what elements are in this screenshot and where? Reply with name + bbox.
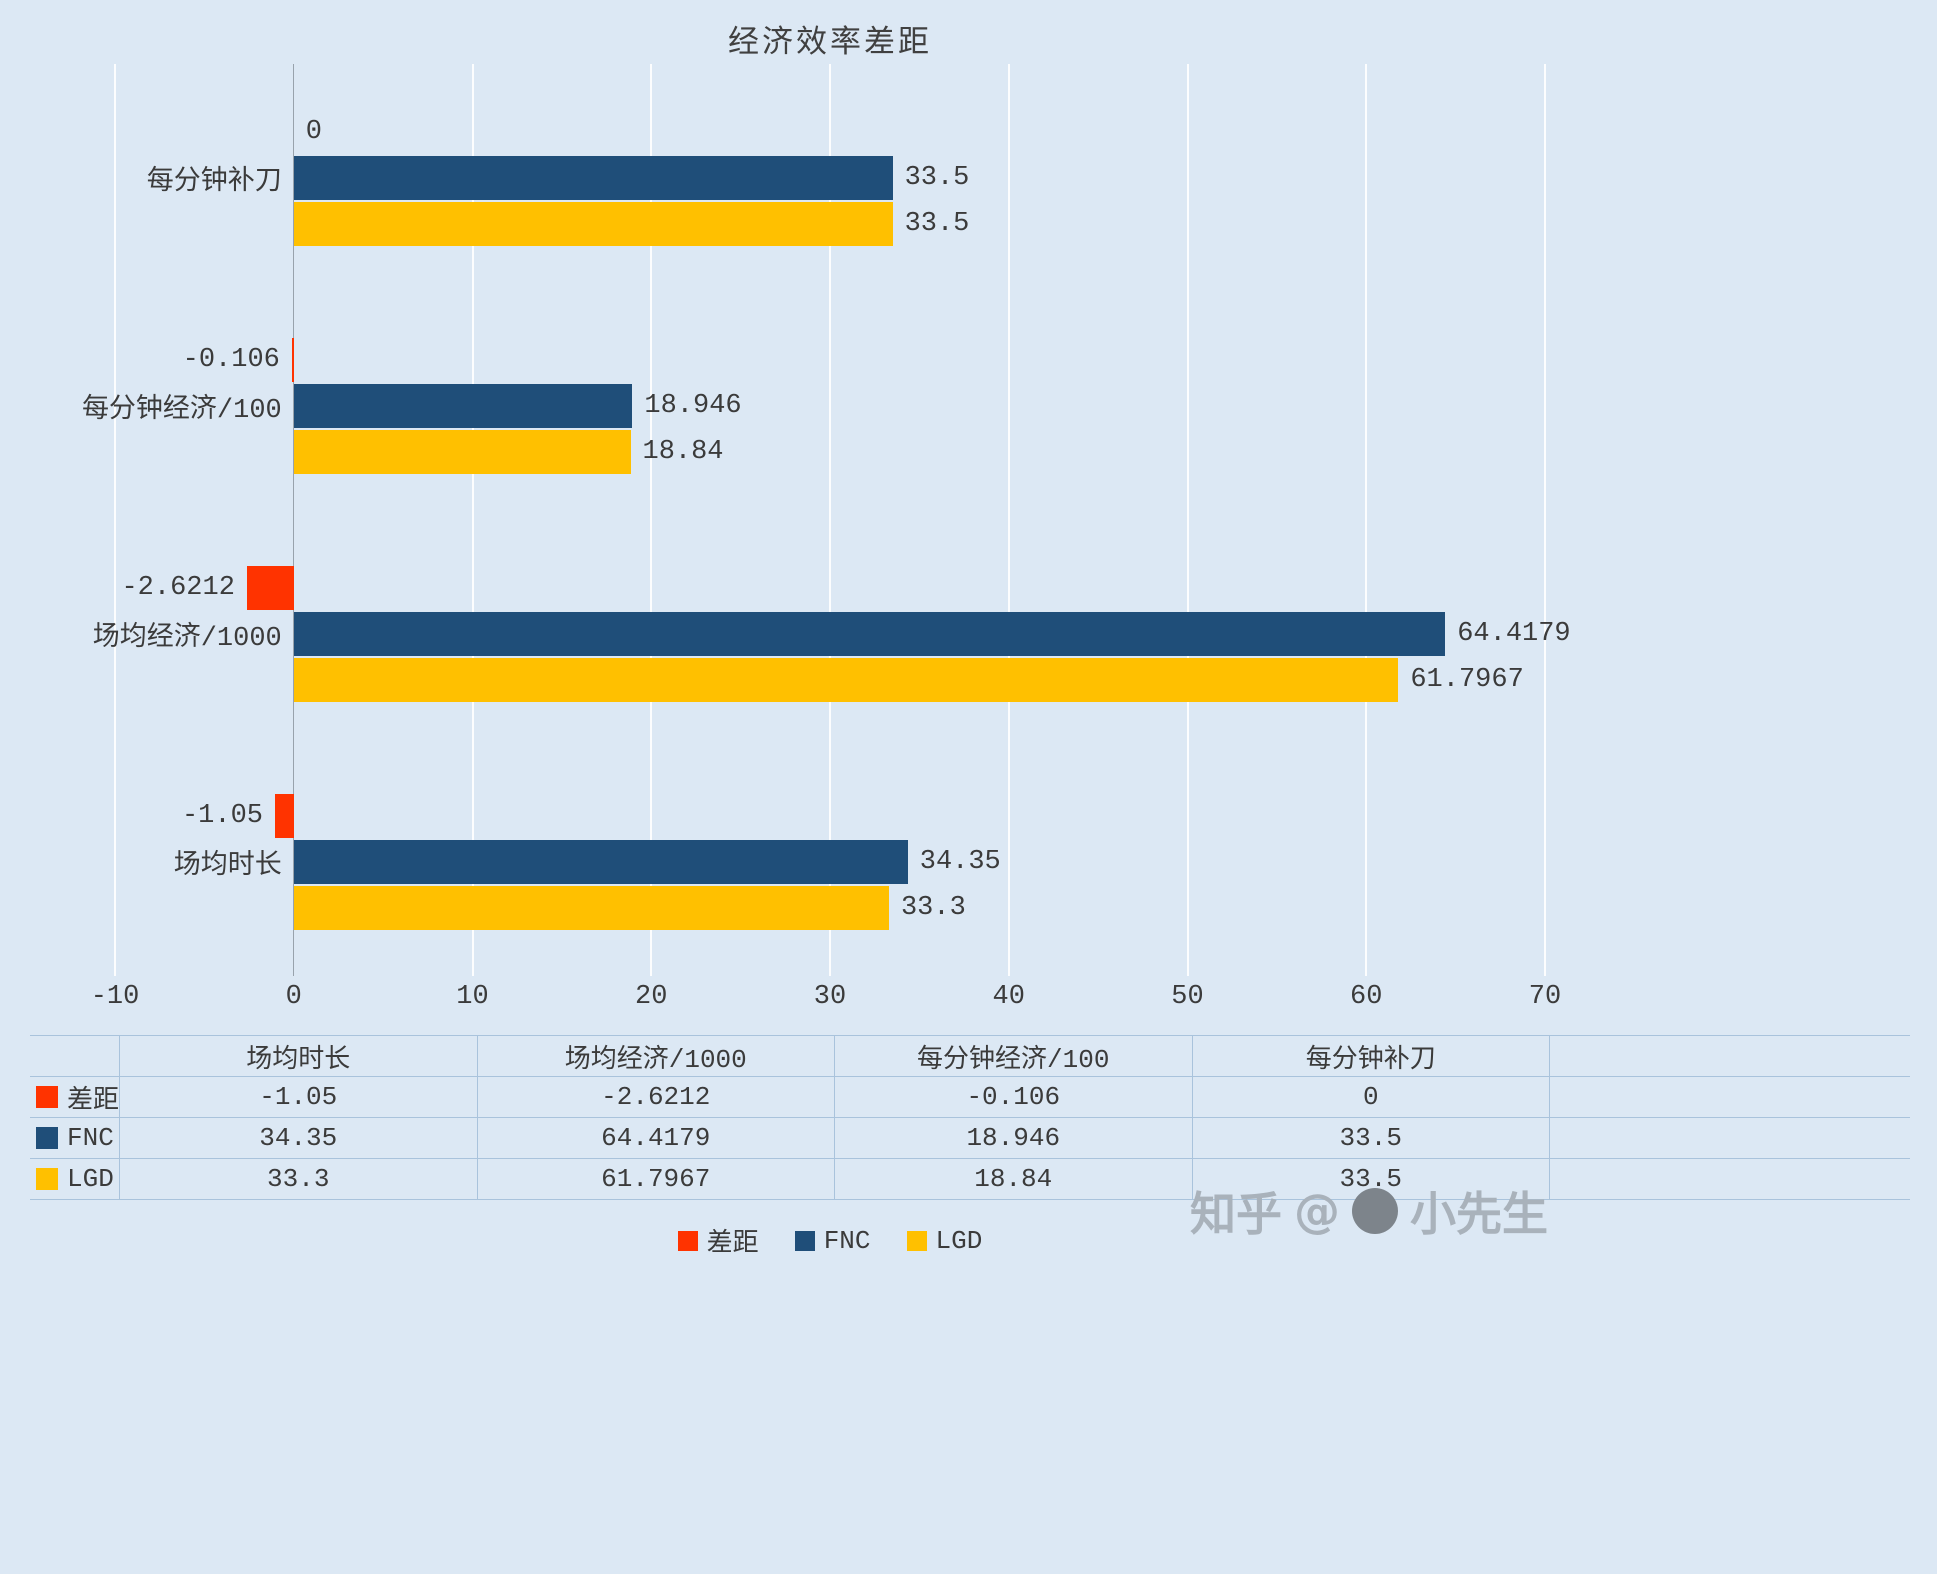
table-cell: -1.05	[120, 1077, 478, 1117]
watermark-site: 知乎	[1190, 1187, 1282, 1241]
table-filler-cell	[1550, 1077, 1910, 1117]
bar-value-label: -0.106	[182, 345, 280, 375]
x-tick-label: 70	[1528, 982, 1562, 1012]
legend-label: LGD	[935, 1225, 983, 1256]
x-tick-label: 60	[1350, 982, 1383, 1012]
bar-value-label: 18.84	[642, 437, 724, 467]
table-row-header: FNC	[30, 1118, 120, 1158]
table-header-cell: 每分钟经济/100	[835, 1036, 1193, 1076]
watermark: 知乎 @ 小先生	[1190, 1178, 1548, 1244]
x-axis: -10 0 10 20 30 40 50 60 70	[0, 982, 1937, 1018]
gridline	[1544, 64, 1546, 976]
bar-差距	[246, 566, 294, 610]
watermark-username: 小先生	[1410, 1187, 1548, 1241]
gridline	[1007, 64, 1010, 976]
table-row-header: 差距	[30, 1077, 120, 1117]
bar-LGD	[293, 658, 1399, 702]
watermark-at: @	[1294, 1184, 1340, 1238]
x-tick-label: 20	[635, 982, 668, 1012]
bar-value-label: -2.6212	[121, 573, 235, 603]
gridline	[114, 64, 116, 976]
table-filler-cell	[1550, 1118, 1910, 1158]
table-header-cell: 场均时长	[120, 1036, 478, 1076]
legend-swatch-fnc	[794, 1230, 815, 1251]
bar-FNC	[293, 840, 908, 884]
legend-item-fnc: FNC	[794, 1225, 871, 1256]
chart-legend: 差距 FNC LGD	[115, 1222, 1545, 1259]
bar-value-label: 33.5	[904, 209, 970, 239]
bar-LGD	[293, 202, 893, 246]
table-header-cell: 场均经济/1000	[478, 1036, 835, 1076]
bar-FNC	[293, 612, 1446, 656]
bar-FNC	[293, 156, 893, 200]
bar-LGD	[293, 430, 631, 474]
table-row-label: LGD	[67, 1164, 114, 1194]
table-cell: -2.6212	[478, 1077, 835, 1117]
table-row-header: LGD	[30, 1159, 120, 1199]
series-swatch-fnc	[36, 1127, 58, 1149]
table-cell: 61.7967	[478, 1159, 835, 1199]
bar-value-label: 64.4179	[1457, 619, 1571, 649]
table-cell: -0.106	[835, 1077, 1193, 1117]
x-tick-label: 30	[813, 982, 847, 1012]
gridline	[471, 64, 474, 976]
bar-LGD	[293, 886, 889, 930]
category-label: 场均经济/1000	[92, 624, 282, 654]
legend-label: FNC	[823, 1225, 871, 1256]
category-label: 每分钟经济/100	[81, 396, 282, 426]
table-row: LGD 33.3 61.7967 18.84 33.5	[30, 1158, 1910, 1200]
x-tick-label: -10	[90, 982, 140, 1012]
gridline	[650, 64, 653, 976]
zero-axis-gridline	[292, 64, 294, 976]
table-row: 差距 -1.05 -2.6212 -0.106 0	[30, 1076, 1910, 1117]
series-swatch-gap	[36, 1086, 58, 1108]
legend-label: 差距	[706, 1229, 759, 1259]
series-swatch-lgd	[36, 1168, 58, 1190]
category-label: 场均时长	[173, 852, 282, 882]
bar-value-label: 33.5	[904, 163, 970, 193]
table-cell: 0	[1193, 1077, 1550, 1117]
watermark-avatar-icon	[1352, 1188, 1398, 1234]
gridline	[829, 64, 831, 976]
table-cell: 33.3	[120, 1159, 478, 1199]
x-tick-label: 40	[992, 982, 1025, 1012]
table-cell: 18.946	[835, 1118, 1193, 1158]
x-tick-label: 50	[1171, 982, 1204, 1012]
bar-value-label: 0	[305, 117, 322, 147]
legend-swatch-lgd	[906, 1230, 927, 1251]
table-row-label: FNC	[67, 1123, 114, 1153]
bar-value-label: -1.05	[181, 801, 263, 831]
table-filler-cell	[1550, 1159, 1910, 1199]
bar-FNC	[293, 384, 633, 428]
table-cell: 33.5	[1193, 1118, 1550, 1158]
table-filler-cell	[1550, 1036, 1910, 1076]
table-header-cell: 每分钟补刀	[1193, 1036, 1550, 1076]
bar-差距	[274, 794, 294, 838]
x-tick-label: 0	[285, 982, 302, 1012]
bar-value-label: 33.3	[900, 893, 966, 923]
table-row-label: 差距	[67, 1085, 120, 1116]
bar-value-label: 61.7967	[1410, 665, 1524, 695]
bar-差距	[291, 338, 294, 382]
x-tick-label: 10	[456, 982, 489, 1012]
legend-swatch-gap	[677, 1230, 698, 1251]
gridline	[1365, 64, 1368, 976]
bar-value-label: 18.946	[644, 391, 742, 421]
legend-item-gap: 差距	[677, 1222, 759, 1259]
table-header-row: 场均时长 场均经济/1000 每分钟经济/100 每分钟补刀	[30, 1035, 1910, 1076]
legend-item-lgd: LGD	[906, 1225, 983, 1256]
bar-value-label: 34.35	[919, 847, 1001, 877]
plot-area: 每分钟补刀 0 33.5 33.5 每分钟经济/100 -0.106 18.946 18.84…	[82, 64, 1571, 976]
chart-title: 经济效率差距	[728, 24, 932, 60]
table-cell: 34.35	[120, 1118, 478, 1158]
category-label: 每分钟补刀	[146, 168, 282, 198]
table-cell: 18.84	[835, 1159, 1193, 1199]
table-corner-cell	[30, 1036, 120, 1076]
data-table: 场均时长 场均经济/1000 每分钟经济/100 每分钟补刀 差距 -1.05 …	[30, 1035, 1910, 1200]
table-cell: 64.4179	[478, 1118, 835, 1158]
gridline	[1186, 64, 1189, 976]
table-row: FNC 34.35 64.4179 18.946 33.5	[30, 1117, 1910, 1158]
